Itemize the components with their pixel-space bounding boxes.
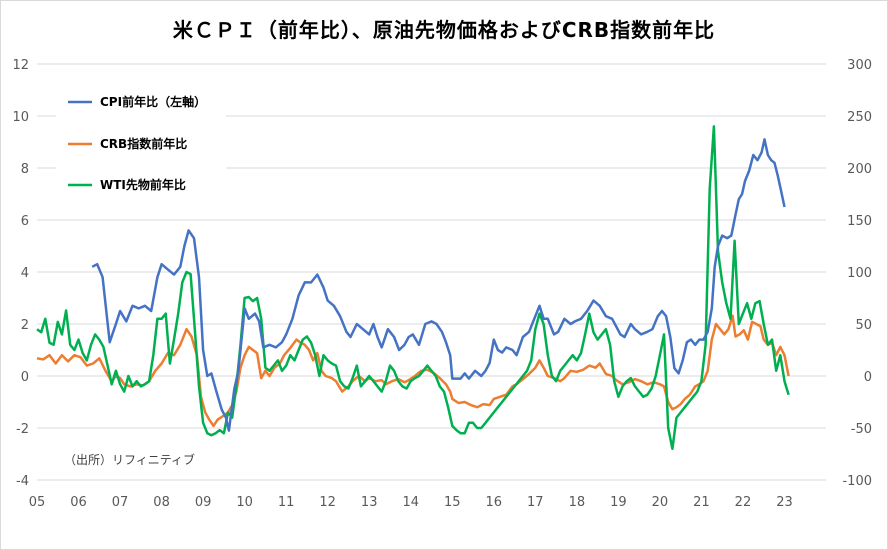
y-left-tick-label: 10 [12,110,29,125]
x-tick-label: 10 [236,495,253,510]
x-tick-label: 20 [652,495,669,510]
legend: CPI前年比（左軸） CRB指数前年比 WTI先物前年比 [56,78,226,196]
y-left-tick-label: 8 [21,162,29,177]
x-tick-label: 15 [444,495,461,510]
x-tick-label: 18 [569,495,586,510]
x-tick-label: 09 [195,495,212,510]
y-left-tick-label: 4 [21,266,29,281]
legend-label-cpi: CPI前年比（左軸） [100,94,206,109]
y-left-tick-label: -4 [16,474,29,489]
legend-box [56,78,226,196]
y-axis-left: -4 -2 0 2 4 6 8 10 12 [12,58,29,489]
y-right-tick-label: 0 [864,370,872,385]
y-left-tick-label: 2 [21,318,29,333]
legend-label-crb: CRB指数前年比 [100,136,187,151]
x-tick-label: 14 [402,495,419,510]
x-tick-label: 11 [278,495,295,510]
series-line-2 [36,125,790,451]
y-left-tick-label: -2 [16,422,29,437]
x-tick-label: 12 [319,495,336,510]
x-tick-label: 06 [70,495,87,510]
series-lines [36,125,790,451]
y-right-tick-label: 250 [847,110,872,125]
x-tick-label: 05 [29,495,46,510]
series-line-1 [36,314,790,428]
legend-label-wti: WTI先物前年比 [100,177,186,192]
y-right-tick-label: 150 [847,214,872,229]
y-left-tick-label: 6 [21,214,29,229]
y-right-tick-label: 200 [847,162,872,177]
y-right-tick-label: 50 [855,318,872,333]
y-left-tick-label: 12 [12,58,29,73]
x-tick-label: 19 [610,495,627,510]
chart-title: 米ＣＰＩ（前年比）、原油先物価格およびCRB指数前年比 [172,18,716,42]
y-right-tick-label: 100 [847,266,872,281]
x-tick-label: 16 [486,495,503,510]
x-tick-label: 21 [693,495,710,510]
y-right-tick-label: 300 [847,58,872,73]
x-tick-label: 07 [112,495,129,510]
source-note: （出所）リフィニティブ [64,452,195,467]
y-right-tick-label: -50 [851,422,872,437]
series-line-0 [91,138,786,432]
x-tick-label: 13 [361,495,378,510]
x-tick-label: 23 [776,495,793,510]
x-tick-label: 17 [527,495,544,510]
y-right-tick-label: -100 [842,474,872,489]
y-left-tick-label: 0 [21,370,29,385]
x-axis: 05 06 07 08 09 10 11 12 13 14 15 16 17 18 19 20 21 22 23 [29,495,793,510]
x-tick-label: 22 [735,495,752,510]
x-tick-label: 08 [153,495,170,510]
y-axis-right: -100 -50 0 50 100 150 200 250 300 [842,58,872,489]
